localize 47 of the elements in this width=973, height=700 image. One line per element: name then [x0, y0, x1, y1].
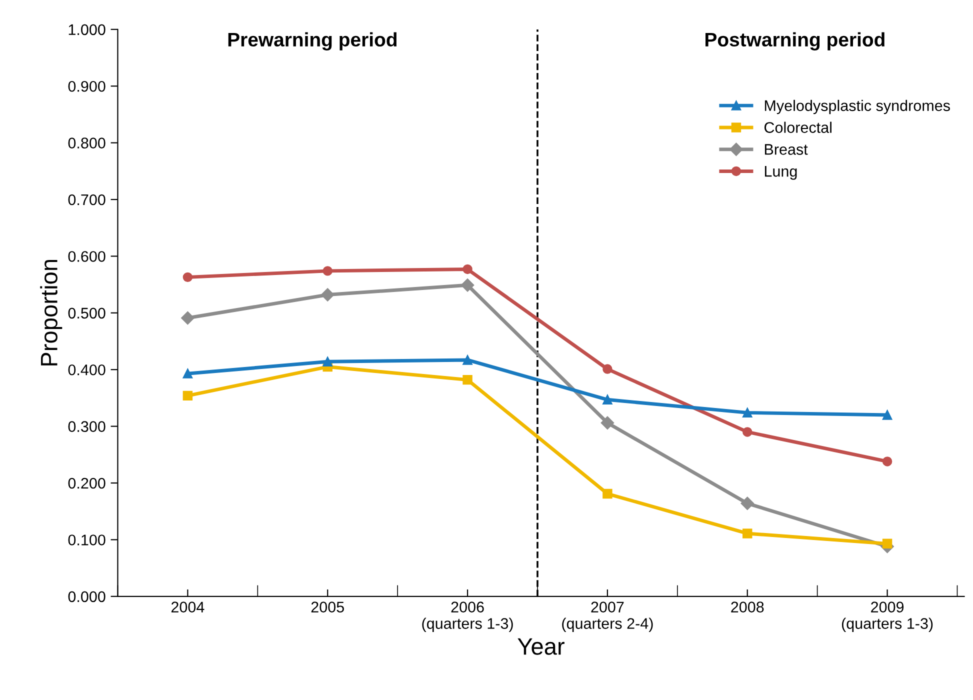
legend-label: Colorectal [764, 122, 832, 133]
y-tick-label: 0.900 [68, 80, 106, 92]
point [882, 410, 892, 420]
x-tick-label: 2007 (quarters 2-4) [562, 602, 653, 632]
point [742, 408, 752, 418]
annotation: Postwarning period [706, 32, 884, 50]
point [322, 266, 332, 276]
point [182, 272, 193, 282]
annotation: Prewarning period [228, 32, 397, 50]
x-tick-label: 2006 (quarters 1-3) [422, 602, 513, 632]
x-tick-label: 2009 (quarters 1-3) [842, 602, 933, 632]
point [600, 416, 614, 430]
point [182, 368, 193, 378]
point [462, 374, 472, 385]
y-tick-label: 0.700 [68, 194, 106, 206]
point [742, 528, 752, 538]
point [882, 538, 892, 549]
point [602, 394, 612, 405]
y-tick-label: 0.000 [68, 591, 106, 602]
legend-label: Myelodysplastic syndromes [764, 100, 950, 114]
point [602, 364, 612, 374]
point [462, 264, 472, 274]
legend-label: Breast [764, 144, 808, 155]
y-tick-label: 0.500 [68, 308, 106, 319]
point [602, 488, 612, 499]
y-tick-label: 0.100 [68, 534, 106, 546]
point [182, 390, 193, 401]
y-tick-label: 0.300 [68, 421, 106, 432]
y-axis-title: Proportion [40, 260, 62, 366]
point [322, 356, 332, 367]
point [321, 288, 334, 302]
y-tick-label: 1.000 [68, 24, 106, 36]
x-axis-title: Year [518, 638, 564, 655]
x-tick-label: 2004 [171, 602, 204, 612]
y-tick-label: 0.200 [68, 478, 106, 489]
point [882, 456, 892, 466]
point [740, 496, 754, 510]
x-tick-label: 2008 [731, 602, 764, 612]
point [462, 355, 472, 365]
y-tick-label: 0.800 [68, 138, 106, 148]
x-tick-label: 2005 [311, 602, 344, 612]
legend-label: Lung [764, 166, 797, 180]
y-tick-label: 0.600 [68, 251, 106, 262]
y-tick-label: 0.400 [68, 364, 106, 376]
point [181, 311, 194, 325]
point [742, 427, 752, 437]
point [460, 278, 474, 292]
